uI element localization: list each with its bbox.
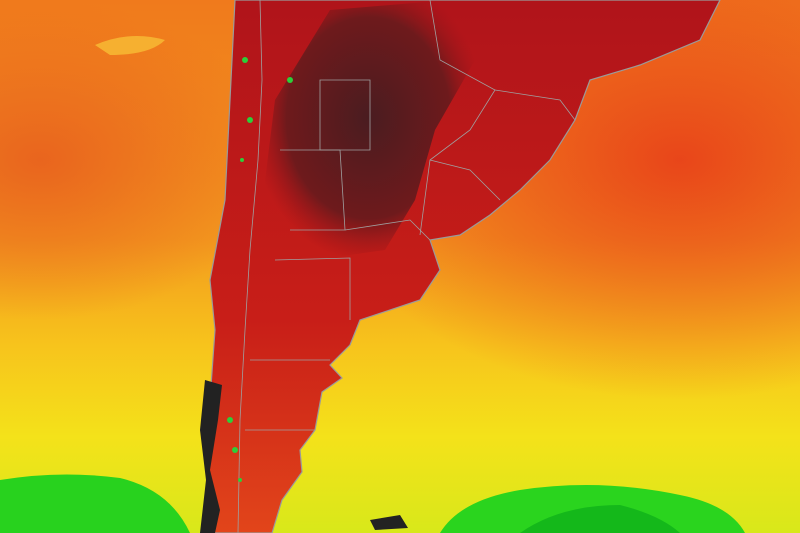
- borders: [237, 0, 576, 533]
- cold-area: [0, 474, 190, 533]
- cool-patch: [95, 36, 165, 55]
- cool-highlands: [227, 57, 293, 482]
- hot-core: [262, 0, 475, 262]
- cold-area: [520, 505, 680, 533]
- islands: [200, 380, 408, 533]
